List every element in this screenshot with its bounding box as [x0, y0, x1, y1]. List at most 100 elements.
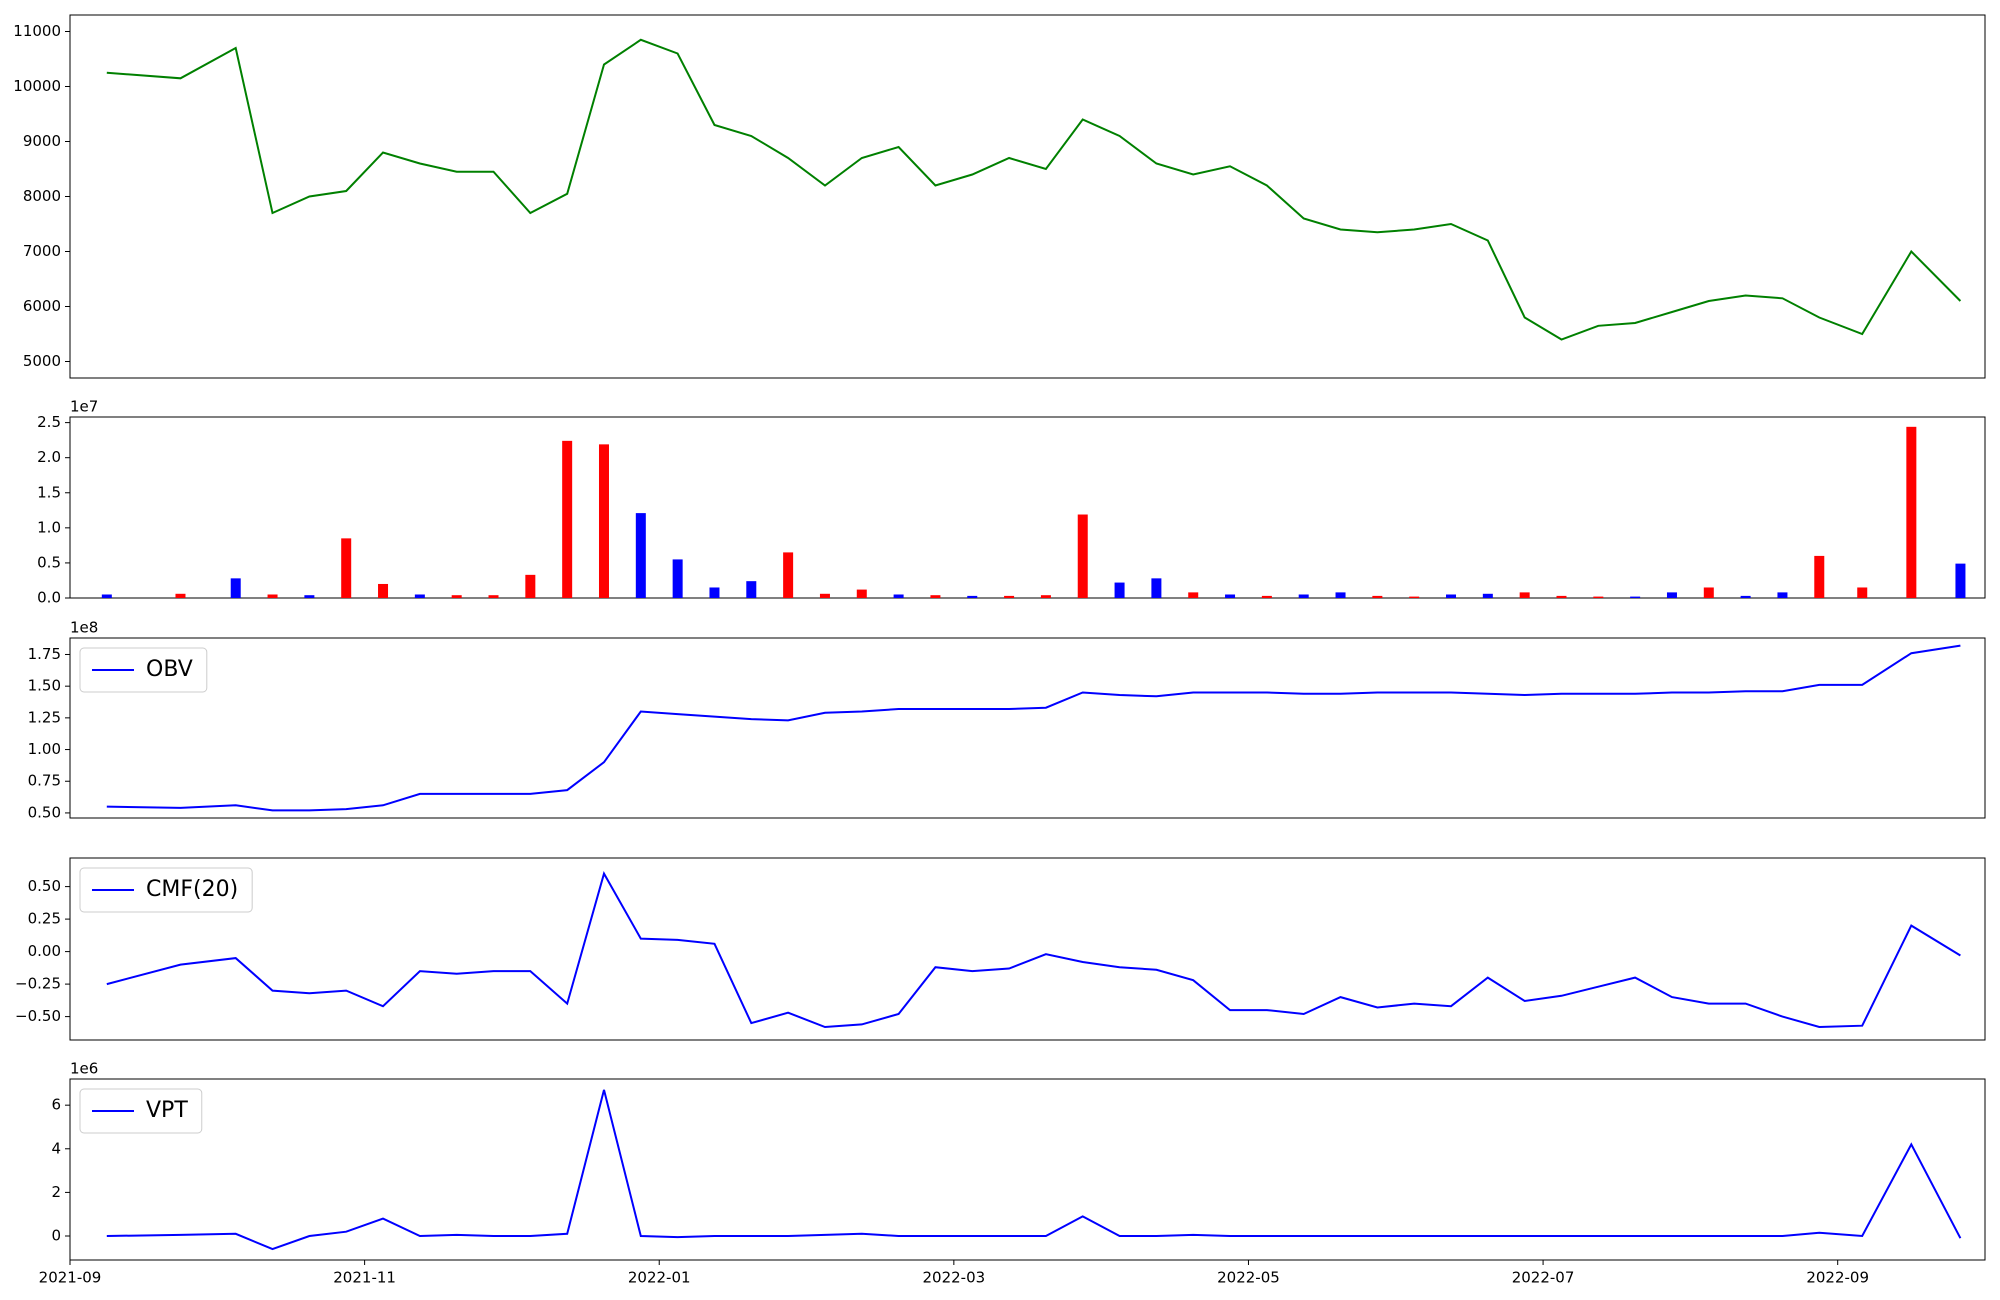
plot-frame: [69, 637, 1986, 819]
y-tick-label: 1.0: [37, 518, 61, 536]
bar: [819, 593, 830, 598]
y-tick-label: 0.0: [37, 589, 61, 607]
bar: [1482, 593, 1493, 598]
bar: [1188, 592, 1199, 598]
legend-label: OBV: [146, 657, 193, 682]
bar: [1777, 592, 1788, 598]
bar: [1857, 587, 1868, 598]
y-tick-label: 1.75: [28, 645, 61, 663]
line: [106, 38, 1962, 341]
y-tick-label: 6: [51, 1096, 61, 1114]
bar: [709, 587, 720, 598]
bar: [783, 552, 794, 598]
y-tick-label: 10000: [13, 77, 61, 95]
bar: [304, 595, 315, 598]
y-tick-label: 0.50: [28, 877, 61, 895]
legend: [79, 867, 253, 913]
bar: [267, 594, 278, 598]
bar: [1077, 514, 1088, 598]
bar: [1409, 596, 1420, 598]
bar: [746, 581, 757, 598]
x-tick-label: 2021-09: [39, 1269, 102, 1287]
line: [106, 1089, 1962, 1251]
bar: [1556, 595, 1567, 598]
axis-offset: 1e6: [70, 1060, 98, 1078]
bar: [967, 595, 978, 598]
bar: [635, 513, 646, 598]
legend-label: CMF(20): [146, 877, 238, 902]
bar: [893, 594, 904, 598]
bar: [1955, 563, 1966, 598]
bar: [562, 440, 573, 598]
bar: [1372, 595, 1383, 598]
bar: [488, 595, 499, 598]
y-tick-label: 6000: [23, 297, 61, 315]
plot-frame: [69, 14, 1986, 379]
y-tick-label: 4: [51, 1139, 61, 1157]
y-tick-label: 2: [51, 1183, 61, 1201]
x-tick-label: 2022-07: [1512, 1269, 1575, 1287]
y-tick-label: 0: [51, 1227, 61, 1245]
bar: [1906, 426, 1917, 598]
y-tick-label: 8000: [23, 187, 61, 205]
bar: [1040, 595, 1051, 598]
legend-label: VPT: [146, 1098, 188, 1123]
y-tick-label: −0.25: [15, 975, 61, 993]
line: [106, 871, 1961, 1029]
bar: [1225, 594, 1236, 598]
y-tick-label: 0.75: [28, 772, 61, 790]
bar: [1519, 592, 1530, 598]
legend: [79, 1088, 203, 1134]
bar: [1740, 595, 1751, 598]
bar: [1593, 596, 1604, 598]
y-tick-label: 2.0: [37, 448, 61, 466]
bar: [672, 559, 683, 598]
x-tick-label: 2021-11: [333, 1269, 396, 1287]
bar: [1703, 587, 1714, 598]
bar: [230, 578, 241, 598]
bar: [1630, 596, 1641, 598]
y-tick-label: 0.5: [37, 553, 61, 571]
y-tick-label: 2.5: [37, 413, 61, 431]
y-tick-label: 1.25: [28, 708, 61, 726]
plot-frame: [69, 416, 1986, 599]
y-tick-label: 1.5: [37, 483, 61, 501]
y-tick-label: 5000: [23, 352, 61, 370]
y-tick-label: −0.50: [15, 1007, 61, 1025]
x-tick-label: 2022-03: [923, 1269, 986, 1287]
y-tick-label: 1.50: [28, 677, 61, 695]
axis-offset: 1e8: [70, 619, 98, 637]
bar: [341, 538, 352, 598]
bar: [1004, 595, 1015, 598]
y-tick-label: 11000: [13, 22, 61, 40]
bar: [414, 594, 425, 598]
y-tick-label: 7000: [23, 242, 61, 260]
bar: [598, 444, 609, 598]
x-tick-label: 2022-05: [1217, 1269, 1280, 1287]
bar: [1446, 594, 1457, 598]
y-tick-label: 0.00: [28, 942, 61, 960]
bar: [856, 589, 867, 598]
plot-frame: [69, 857, 1986, 1041]
bar: [451, 595, 462, 598]
bar: [101, 594, 112, 598]
bar: [1114, 582, 1125, 598]
y-tick-label: 1.00: [28, 740, 61, 758]
bar: [930, 595, 941, 598]
bar: [525, 574, 536, 598]
bar: [1814, 555, 1825, 598]
bar: [378, 583, 389, 598]
x-tick-label: 2022-01: [628, 1269, 691, 1287]
plot-frame: [69, 1078, 1986, 1261]
bar: [1261, 595, 1272, 598]
bar: [1298, 594, 1309, 598]
bar: [1335, 592, 1346, 598]
y-tick-label: 0.50: [28, 803, 61, 821]
bar: [1151, 578, 1162, 598]
bar: [175, 593, 186, 598]
legend: [79, 647, 208, 693]
axis-offset: 1e7: [70, 398, 98, 416]
bar: [1666, 592, 1677, 598]
y-tick-label: 9000: [23, 132, 61, 150]
